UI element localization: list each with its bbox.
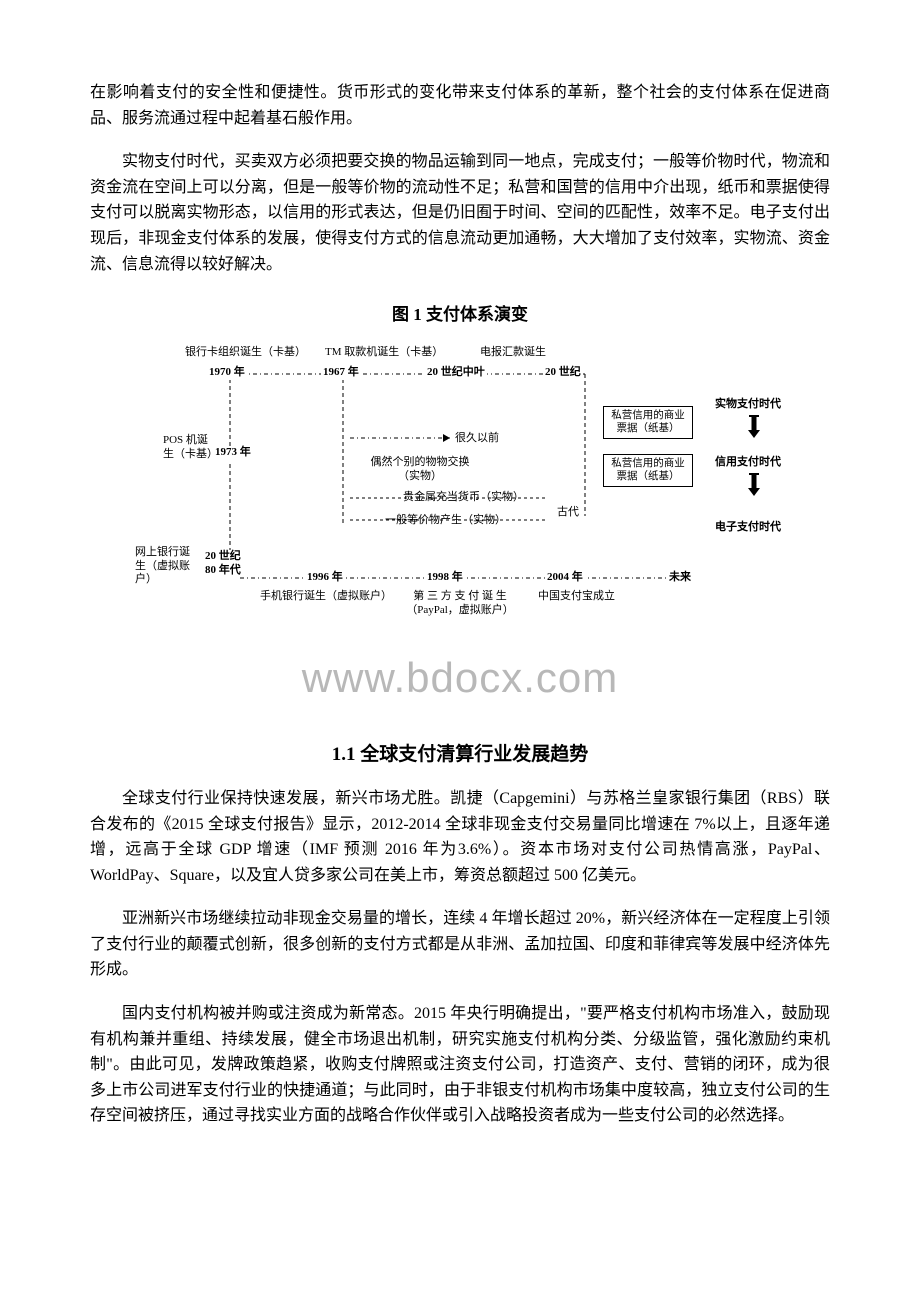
top-label-1: 银行卡组织诞生（卡基） — [185, 346, 306, 359]
paragraph-1: 在影响着支付的安全性和便捷性。货币形式的变化带来支付体系的革新，整个社会的支付体… — [90, 80, 830, 131]
pos-label: POS 机诞生（卡基） — [163, 434, 213, 460]
year-20c-mid: 20 世纪中叶 — [425, 366, 487, 379]
payment-evolution-diagram: 银行卡组织诞生（卡基） TM 取款机诞生（卡基） 电报汇款诞生 1970 年 1… — [125, 346, 795, 636]
year-1980s: 20 世纪80 年代 — [203, 550, 247, 576]
era-arrow-2 — [747, 472, 761, 498]
year-future: 未来 — [667, 571, 693, 584]
mid-label-5: 古代 — [557, 506, 579, 519]
bottom-label-2: 第 三 方 支 付 诞 生（PayPal，虚拟账户） — [395, 590, 525, 616]
era-3: 电子支付时代 — [715, 521, 781, 534]
paragraph-4: 亚洲新兴市场继续拉动非现金交易量的增长，连续 4 年增长超过 20%，新兴经济体… — [90, 906, 830, 983]
mid-label-3: 贵金属充当货币（实物） — [403, 491, 524, 504]
mid-label-1: 很久以前 — [455, 432, 499, 445]
era-2: 信用支付时代 — [715, 456, 781, 469]
era-1: 实物支付时代 — [715, 398, 781, 411]
year-1996: 1996 年 — [305, 571, 345, 584]
mid-label-4: 一般等价物产生（实物） — [385, 514, 506, 527]
year-1967: 1967 年 — [321, 366, 361, 379]
section-title-1-1: 1.1 全球支付清算行业发展趋势 — [90, 740, 830, 770]
paragraph-3: 全球支付行业保持快速发展，新兴市场尤胜。凯捷（Capgemini）与苏格兰皇家银… — [90, 786, 830, 888]
mid-label-2: 偶然个别的物物交换（实物） — [370, 456, 470, 482]
right-box-1: 私营信用的商业票据（纸基） — [603, 406, 693, 438]
year-1970: 1970 年 — [207, 366, 247, 379]
bottom-label-3: 中国支付宝成立 — [538, 590, 615, 603]
paragraph-5: 国内支付机构被并购或注资成为新常态。2015 年央行明确提出，"要严格支付机构市… — [90, 1001, 830, 1129]
year-1973: 1973 年 — [213, 446, 253, 459]
online-bank-label: 网上银行诞生（虚拟账户） — [135, 546, 197, 586]
top-label-2: TM 取款机诞生（卡基） — [325, 346, 443, 359]
figure-title: 图 1 支付体系演变 — [90, 301, 830, 328]
bottom-label-1: 手机银行诞生（虚拟账户） — [260, 590, 392, 603]
year-20c: 20 世纪 — [543, 366, 583, 379]
right-box-2: 私营信用的商业票据（纸基） — [603, 454, 693, 486]
year-2004: 2004 年 — [545, 571, 585, 584]
paragraph-2: 实物支付时代，买卖双方必须把要交换的物品运输到同一地点，完成支付；一般等价物时代… — [90, 149, 830, 277]
top-label-3: 电报汇款诞生 — [480, 346, 546, 359]
era-arrow-1 — [747, 414, 761, 440]
year-1998: 1998 年 — [425, 571, 465, 584]
watermark: www.bdocx.com — [90, 644, 830, 711]
